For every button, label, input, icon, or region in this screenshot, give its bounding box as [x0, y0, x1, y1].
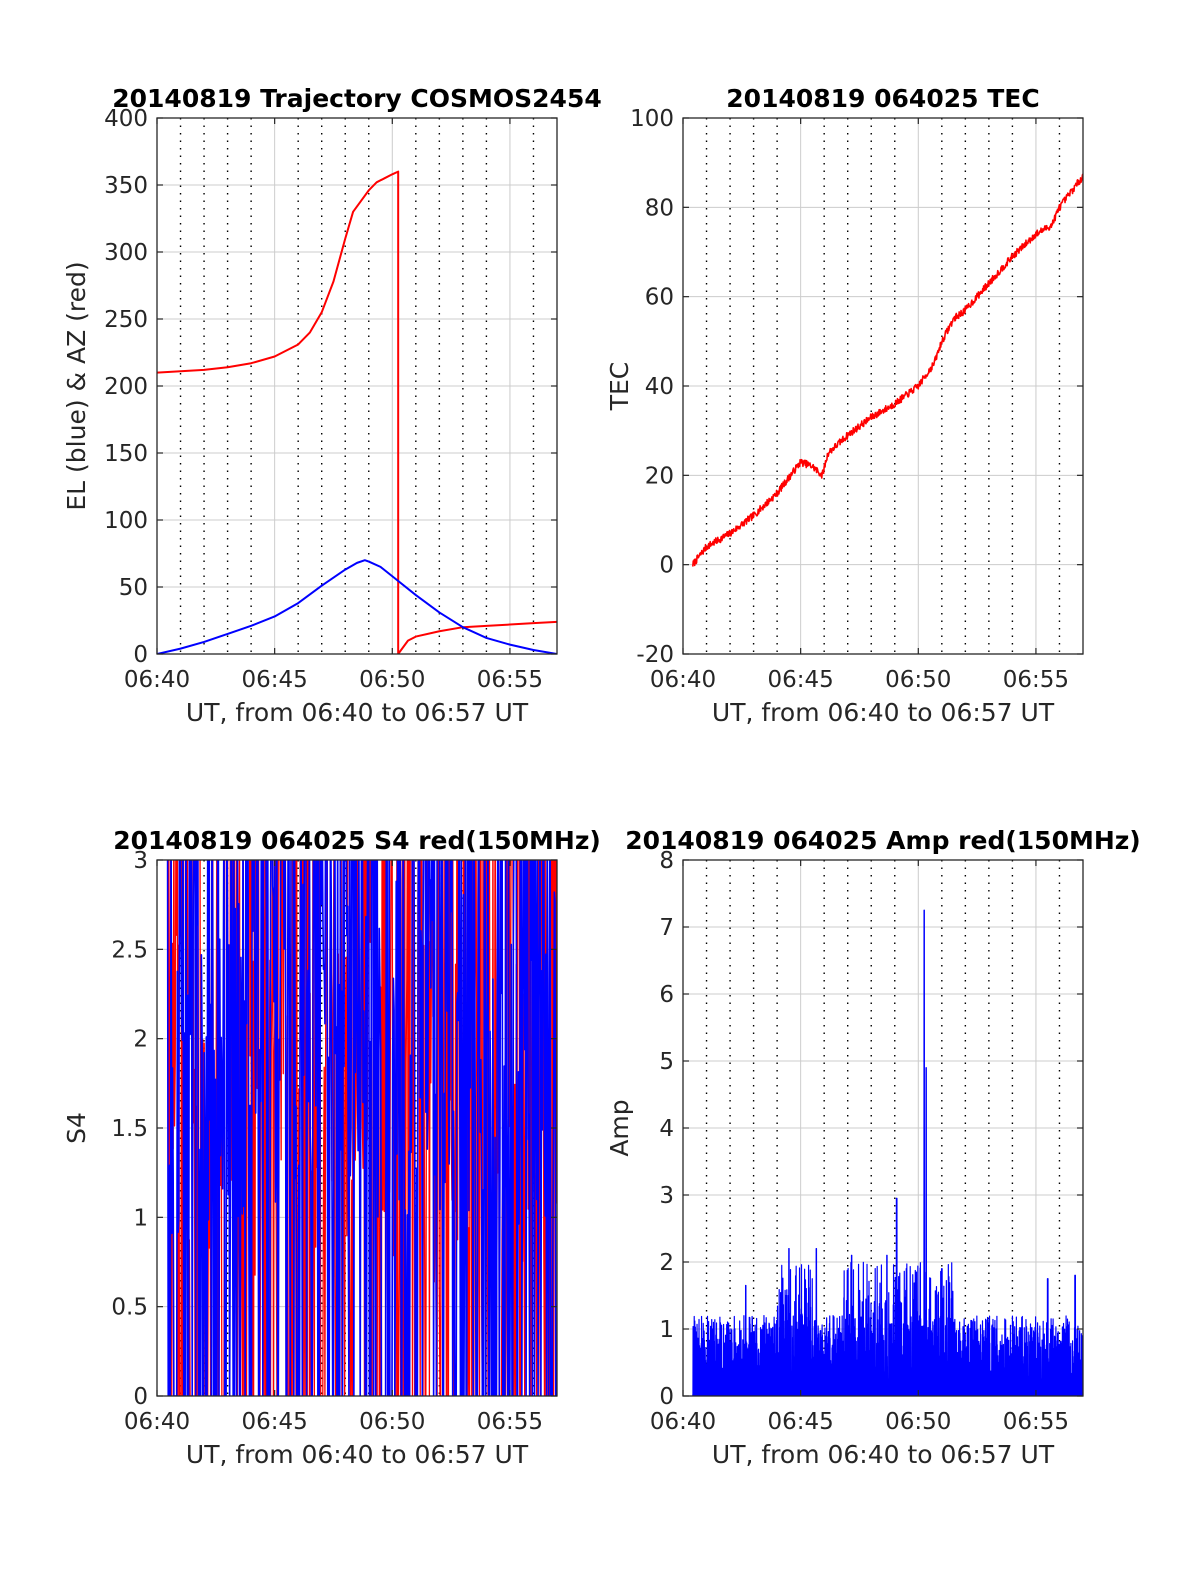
panel-4: 0 1 2 3 4 5 6 7 8 06:40 06:45 06:50 06:55 20140819 06…	[605, 826, 1141, 1469]
y-tick-label: 100	[104, 508, 148, 534]
x-tick-label: 06:55	[477, 667, 543, 693]
chart-title: 20140819 064025 TEC	[726, 84, 1039, 113]
x-tick-label: 06:50	[359, 1409, 425, 1435]
x-axis-label: UT, from 06:40 to 06:57 UT	[712, 698, 1055, 727]
chart-title: 20140819 064025 S4 red(150MHz)	[113, 826, 601, 855]
x-tick-label: 06:45	[767, 1409, 833, 1435]
chart-title: 20140819 Trajectory COSMOS2454	[112, 84, 602, 113]
y-tick-label: 2	[133, 1027, 148, 1053]
y-tick-label: 5	[659, 1049, 674, 1075]
y-tick-label: 7	[659, 915, 674, 941]
panel-1: 0 50 100 150 200 250 300 350 400 06:40 06:45 06:50 0…	[62, 84, 602, 727]
x-tick-label: 06:50	[885, 667, 951, 693]
x-axis-label: UT, from 06:40 to 06:57 UT	[186, 1440, 529, 1469]
y-tick-label: 3	[133, 848, 148, 874]
x-tick-label: 06:50	[885, 1409, 951, 1435]
y-tick-label: 300	[104, 240, 148, 266]
el-series-line	[157, 559, 557, 654]
panel-3: 0 0.5 1 1.5 2 2.5 3 06:40 06:45 06:50 06:55 2014081…	[62, 826, 601, 1469]
y-axis-label: EL (blue) & AZ (red)	[62, 261, 91, 510]
y-tick-label: 40	[645, 374, 674, 400]
y-tick-label: 3	[659, 1183, 674, 1209]
s4-red-series-line	[167, 860, 557, 1396]
x-axis-label: UT, from 06:40 to 06:57 UT	[712, 1440, 1055, 1469]
y-tick-label: 0	[659, 1384, 674, 1410]
y-tick-label: 150	[104, 441, 148, 467]
x-tick-label: 06:40	[124, 1409, 190, 1435]
x-tick-label: 06:50	[359, 667, 425, 693]
y-tick-label: -20	[636, 642, 674, 668]
x-tick-label: 06:45	[767, 667, 833, 693]
tec-series-line	[692, 173, 1083, 567]
y-axis-label: Amp	[605, 1099, 634, 1156]
x-tick-label: 06:45	[241, 1409, 307, 1435]
x-tick-label: 06:55	[1003, 667, 1069, 693]
y-tick-label: 20	[645, 463, 674, 489]
y-tick-label: 400	[104, 106, 148, 132]
x-tick-label: 06:45	[241, 667, 307, 693]
y-tick-label: 8	[659, 848, 674, 874]
y-tick-label: 2	[659, 1250, 674, 1276]
y-tick-label: 50	[119, 575, 148, 601]
panel-2: -20 0 20 40 60 80 100 06:40 06:45 06:50 06:55 20140…	[605, 84, 1084, 727]
chart-title: 20140819 064025 Amp red(150MHz)	[625, 826, 1141, 855]
y-tick-label: 1	[133, 1205, 148, 1231]
x-tick-label: 06:40	[124, 667, 190, 693]
y-tick-label: 6	[659, 982, 674, 1008]
y-tick-label: 1.5	[111, 1116, 148, 1142]
y-tick-label: 2.5	[111, 937, 148, 963]
y-tick-label: 0	[133, 642, 148, 668]
y-tick-label: 250	[104, 307, 148, 333]
y-tick-label: 0.5	[111, 1295, 148, 1321]
az-series-line	[157, 170, 557, 654]
x-axis-label: UT, from 06:40 to 06:57 UT	[186, 698, 529, 727]
y-tick-label: 4	[659, 1116, 674, 1142]
y-tick-label: 200	[104, 374, 148, 400]
y-tick-label: 0	[659, 553, 674, 579]
y-tick-label: 1	[659, 1317, 674, 1343]
y-axis-label: S4	[62, 1112, 91, 1144]
y-tick-label: 80	[645, 195, 674, 221]
y-axis-label: TEC	[605, 362, 634, 412]
y-tick-label: 350	[104, 173, 148, 199]
x-tick-label: 06:40	[650, 1409, 716, 1435]
y-tick-label: 60	[645, 285, 674, 311]
y-tick-label: 100	[630, 106, 674, 132]
amp-series-line	[692, 909, 1083, 1396]
x-tick-label: 06:55	[477, 1409, 543, 1435]
y-tick-label: 0	[133, 1384, 148, 1410]
x-tick-label: 06:40	[650, 667, 716, 693]
x-tick-label: 06:55	[1003, 1409, 1069, 1435]
